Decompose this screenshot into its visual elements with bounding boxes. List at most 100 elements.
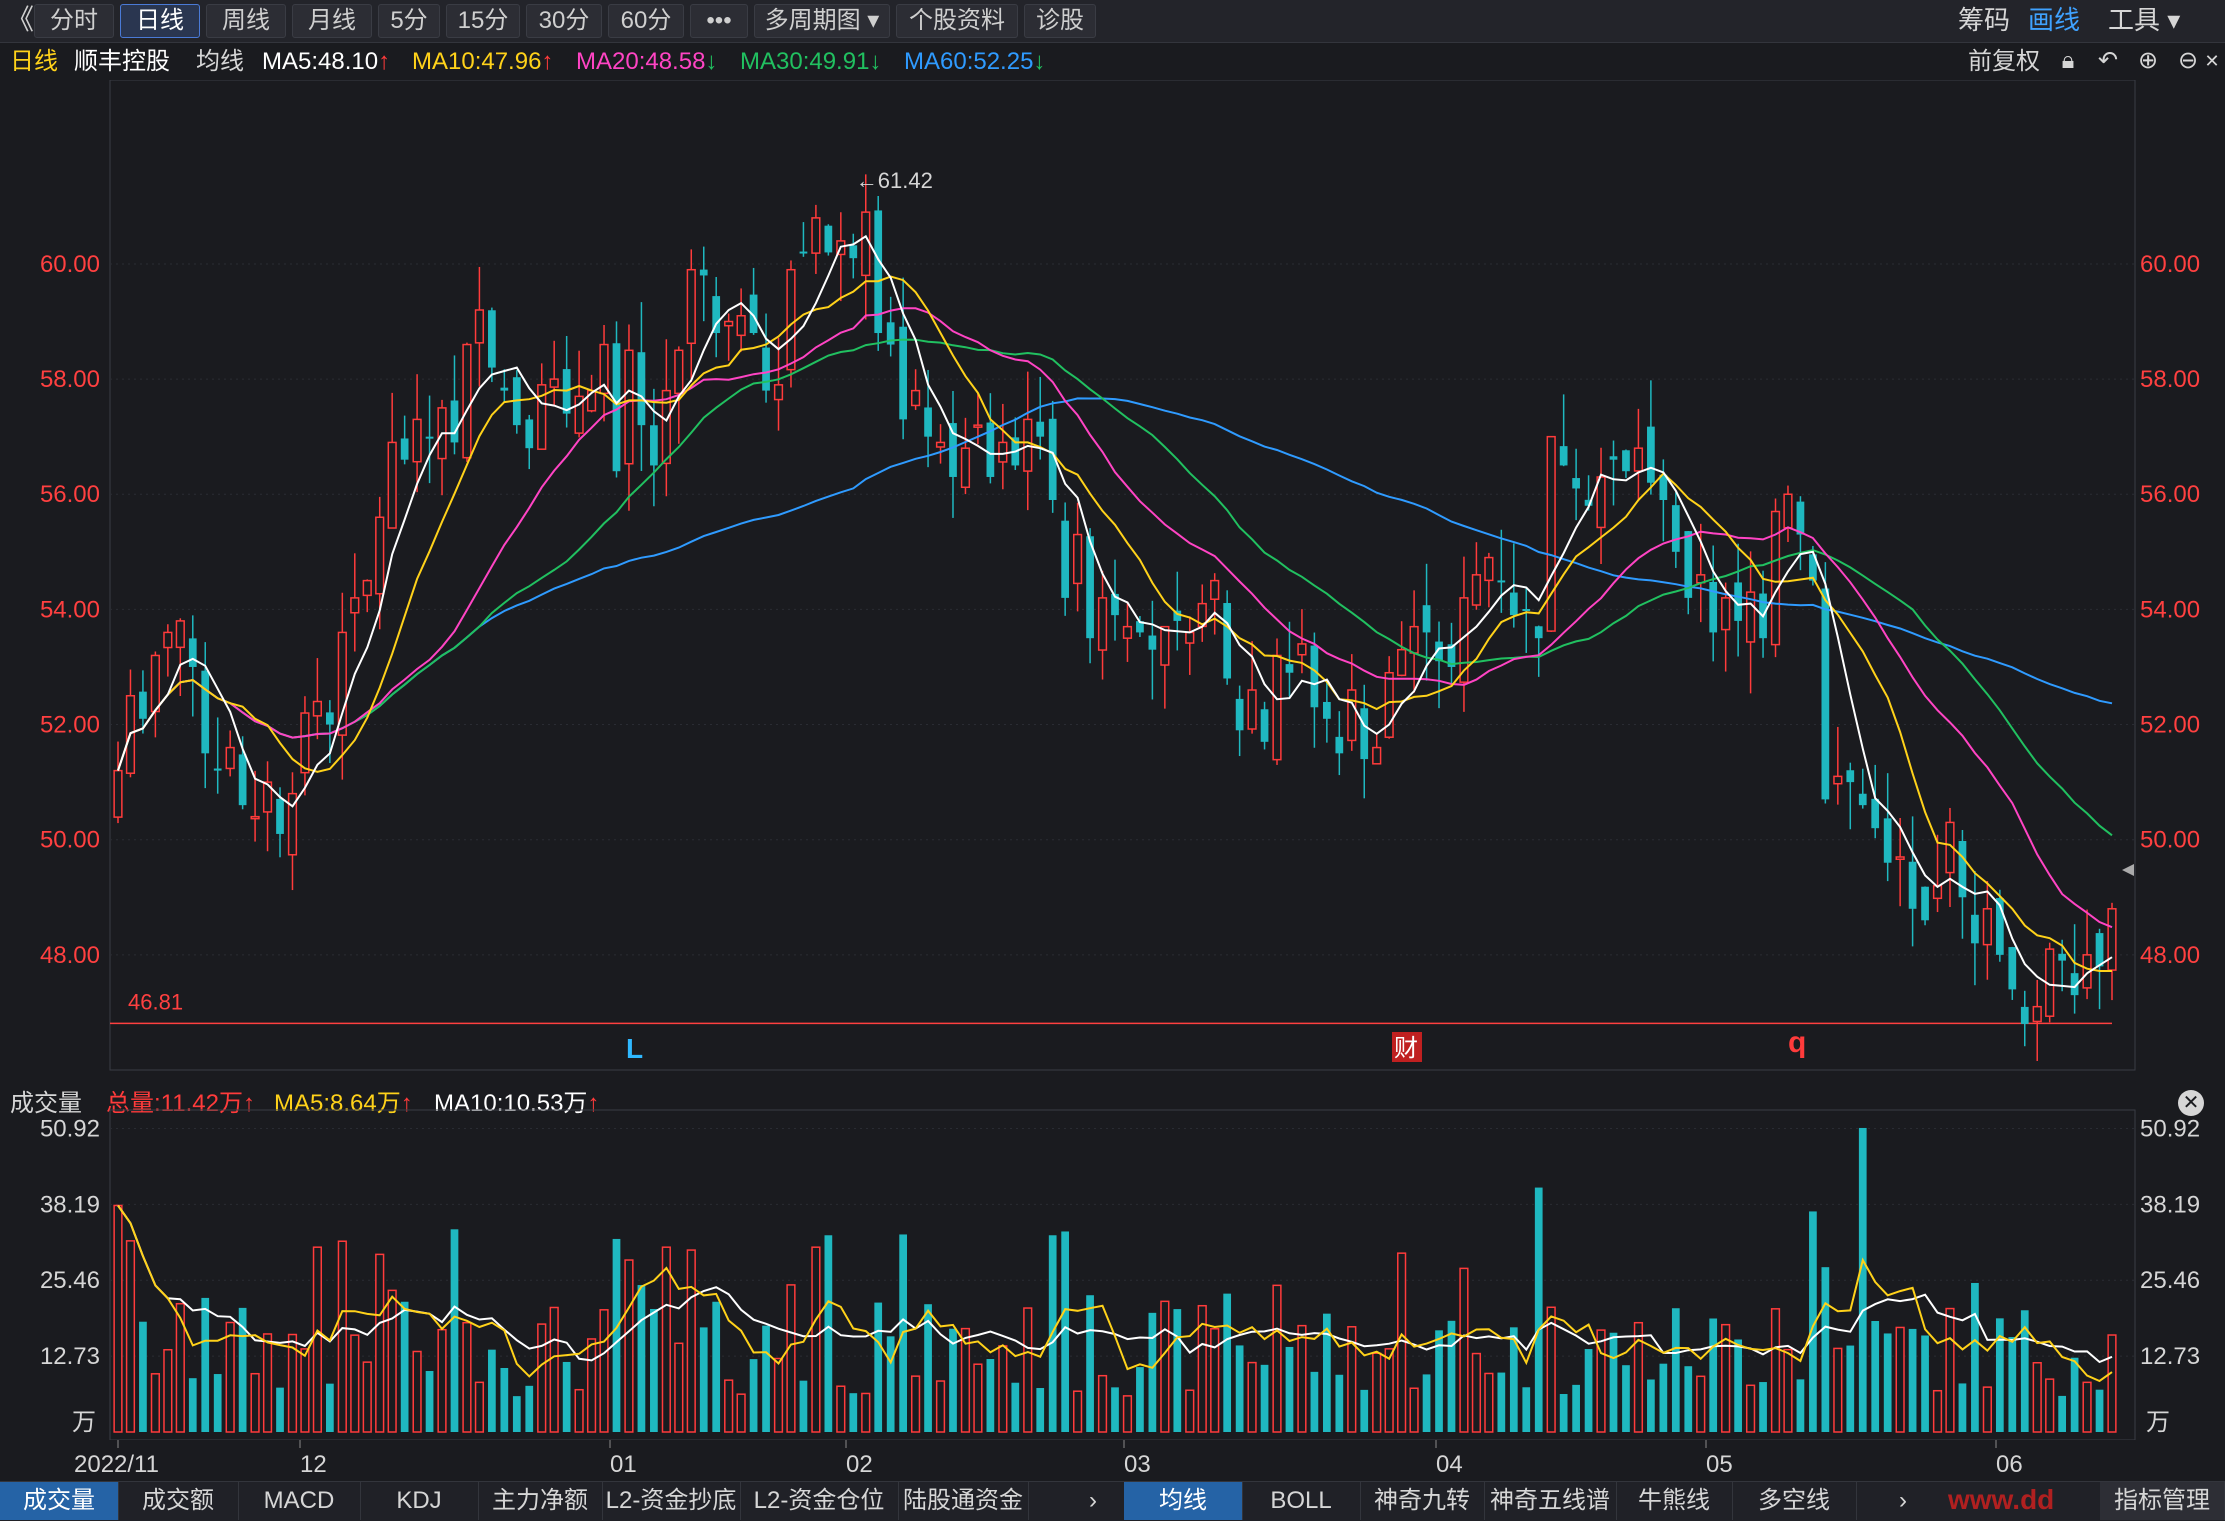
candle-body	[1048, 418, 1057, 500]
undo-icon[interactable]: ↶	[2097, 47, 2119, 74]
candle-body	[474, 309, 485, 344]
volume-bar	[276, 1387, 284, 1432]
volume-bar	[312, 1246, 323, 1433]
date-label: 12	[300, 1451, 327, 1478]
overlay-tab-1[interactable]: BOLL	[1242, 1482, 1361, 1520]
overlay-tab-2[interactable]: 神奇九转	[1360, 1482, 1485, 1520]
volume-bar	[2070, 1357, 2079, 1432]
volume-bar	[1036, 1388, 1045, 1432]
price-chart[interactable]: 60.00 60.00 58.00 58.00 56.00 56.00 54.00 54.00…	[0, 80, 2225, 1080]
volume-bar	[1072, 1390, 1083, 1433]
volume-bar	[574, 1388, 584, 1433]
indicator-manage-button[interactable]: 指标管理	[2100, 1482, 2225, 1520]
candle-body	[1559, 446, 1568, 466]
zoom-out-icon[interactable]: ⊖	[2177, 47, 2199, 74]
volume-bar	[1023, 1307, 1033, 1433]
volume-header: 成交量 总量:11.42万↑ MA5:8.64万↑ MA10:10.53万↑	[0, 1088, 2225, 1120]
toolbar-button-4[interactable]: 5分	[378, 4, 440, 38]
volume-title: 成交量	[10, 1090, 82, 1117]
volume-bar	[612, 1238, 621, 1432]
chevron-right-icon[interactable]: ›	[1089, 1487, 1097, 1514]
indicator-tab-6[interactable]: L2-资金仓位	[740, 1482, 899, 1520]
candle-body	[1484, 556, 1494, 582]
candle-body	[1422, 605, 1431, 633]
volume-bar	[1435, 1330, 1443, 1432]
candle-body	[1871, 798, 1880, 829]
volume-bar	[1858, 1127, 1867, 1432]
candle-body	[287, 792, 298, 856]
candle-body	[462, 343, 472, 459]
overlay-tab-0[interactable]: 均线	[1124, 1482, 1243, 1520]
volume-chart[interactable]: 50.92 50.92 38.19 38.19 25.46 25.46 12.73 12.73…	[0, 1080, 2225, 1440]
toolbar-button-8[interactable]: •••	[690, 4, 748, 38]
zoom-in-icon[interactable]: ⊕	[2137, 47, 2159, 74]
period-label: 日线	[10, 48, 58, 75]
down-arrow-icon: ↓	[869, 48, 882, 75]
candle-body	[2070, 973, 2079, 996]
indicator-tab-4[interactable]: 主力净额	[478, 1482, 603, 1520]
close-icon[interactable]: ✕	[2204, 51, 2220, 71]
toolbar-button-1[interactable]: 日线	[120, 4, 200, 38]
volume-bar	[125, 1240, 136, 1433]
lock-icon[interactable]: 🔒︎	[2061, 47, 2075, 74]
chips-button[interactable]: 筹码	[1958, 5, 2011, 35]
volume-ma5-line	[117, 1204, 2113, 1383]
toolbar-button-6[interactable]: 30分	[526, 4, 602, 38]
candle-body	[325, 712, 334, 725]
volume-bar	[139, 1321, 147, 1432]
toolbar-button-0[interactable]: 分时	[34, 4, 114, 38]
overlay-tab-5[interactable]: 多空线	[1732, 1482, 1857, 1520]
toolbar-button-3[interactable]: 月线	[292, 4, 372, 38]
tools-button[interactable]: 工具 ▾	[2108, 5, 2181, 35]
indicator-tab-5[interactable]: L2-资金抄底	[602, 1482, 741, 1520]
volume-bar	[1659, 1363, 1668, 1432]
draw-button[interactable]: 画线	[2028, 5, 2081, 35]
volume-bar	[811, 1246, 821, 1433]
volume-bar	[1409, 1387, 1419, 1433]
toolbar-button-11[interactable]: 诊股	[1024, 4, 1096, 38]
volume-bar	[624, 1259, 634, 1433]
volume-bar	[163, 1349, 173, 1433]
candle-body	[300, 712, 310, 774]
indicator-tab-3[interactable]: KDJ	[360, 1482, 479, 1520]
overlay-tab-4[interactable]: 牛熊线	[1616, 1482, 1733, 1520]
volume-bar	[213, 1374, 222, 1432]
volume-bar	[1833, 1347, 1843, 1433]
ma10-value: MA10:47.96↑	[412, 48, 554, 75]
volume-bar	[1322, 1313, 1331, 1432]
candle-body	[238, 754, 247, 806]
volume-bar	[998, 1345, 1008, 1433]
toolbar-button-2[interactable]: 周线	[206, 4, 286, 38]
ma-label[interactable]: 均线	[196, 48, 244, 75]
candle-body	[488, 310, 496, 368]
close-icon[interactable]: ✕	[2178, 1090, 2204, 1116]
indicator-tab-1[interactable]: 成交额	[118, 1482, 239, 1520]
candle-body	[910, 389, 921, 407]
top-toolbar: 《 分时 日线 周线 月线 5分 15分 30分 60分 ••• 多周期图 ▾ 个股资料 诊股 筹码 …	[0, 0, 2225, 43]
volume-bar	[1745, 1384, 1756, 1433]
volume-tick-right: 50.92	[2140, 1115, 2200, 1142]
toolbar-button-5[interactable]: 15分	[446, 4, 520, 38]
volume-bar	[1546, 1306, 1556, 1433]
volume-bar	[1097, 1374, 1108, 1433]
indicator-tab-7[interactable]: 陆股通资金	[898, 1482, 1029, 1520]
ma30-line	[117, 338, 2113, 837]
watermark: www.dd	[1948, 1484, 2055, 1515]
candle-body	[1347, 689, 1357, 742]
indicator-tab-0[interactable]: 成交量	[0, 1482, 119, 1520]
toolbar-button-9[interactable]: 多周期图 ▾	[754, 4, 890, 38]
collapse-chevron-icon[interactable]: 《	[6, 4, 35, 35]
candle-body	[139, 691, 147, 719]
volume-bar	[1995, 1318, 2004, 1432]
adjust-dropdown[interactable]: 前复权	[1968, 48, 2040, 75]
toolbar-button-7[interactable]: 60分	[608, 4, 684, 38]
indicator-tab-2[interactable]: MACD	[238, 1482, 361, 1520]
chevron-right-icon[interactable]: ›	[1899, 1487, 1907, 1514]
volume-bar	[512, 1396, 521, 1432]
volume-bar	[973, 1363, 983, 1433]
volume-bar	[2095, 1389, 2104, 1432]
toolbar-button-10[interactable]: 个股资料	[896, 4, 1018, 38]
overlay-tab-3[interactable]: 神奇五线谱	[1484, 1482, 1617, 1520]
candle-body	[1136, 621, 1144, 633]
volume-bar	[1497, 1372, 1506, 1432]
